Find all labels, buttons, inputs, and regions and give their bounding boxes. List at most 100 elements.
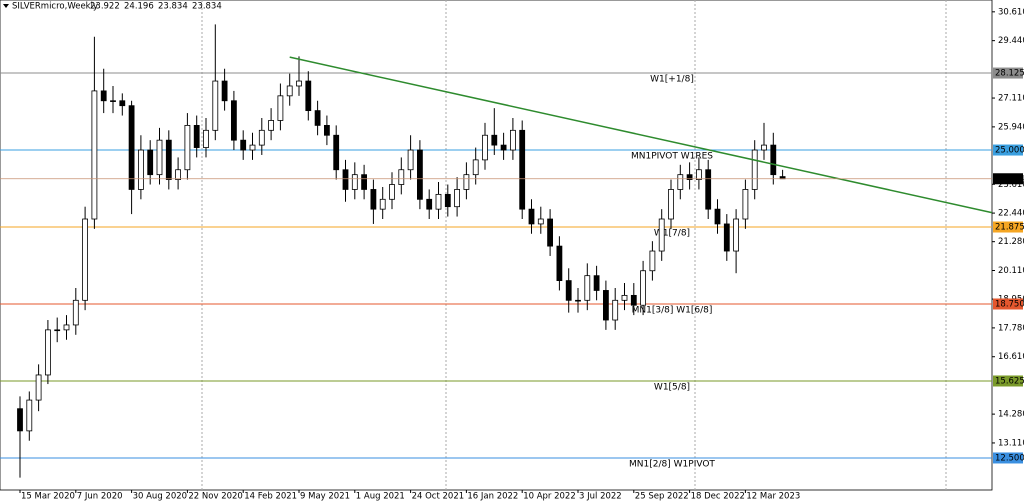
candle-body (584, 275, 591, 301)
level-label: W1[+1/8] (650, 75, 694, 85)
candle-body (258, 129, 265, 146)
candle-body (342, 169, 349, 190)
candle-body (649, 250, 656, 272)
candle-body (454, 189, 461, 208)
price-label-bg (993, 221, 1023, 233)
candle-body (147, 149, 154, 176)
x-tick-label: 24 Oct 2021 (412, 492, 465, 501)
trendline (289, 56, 993, 214)
period-separators (201, 0, 947, 490)
candle-body (361, 174, 368, 190)
x-tick-label: 25 Sep 2022 (635, 492, 689, 501)
candle-body (119, 100, 126, 107)
candle-body (751, 149, 758, 190)
candle-body (91, 90, 98, 220)
x-tick-label: 15 Mar 2020 (21, 492, 75, 501)
candle-body (742, 189, 749, 220)
candle-body (72, 299, 79, 326)
x-tick-label: 30 Aug 2020 (133, 492, 187, 501)
candle-body (35, 374, 42, 401)
candle-body (296, 80, 302, 87)
y-tick-label: 25.940 (998, 122, 1024, 132)
candle-body (630, 294, 637, 306)
candle-body (370, 189, 377, 210)
candle-body (500, 144, 507, 151)
x-tick-label: 7 Jun 2020 (77, 492, 123, 501)
candle-body (770, 144, 777, 176)
header-ohlc: 23.922 (90, 2, 120, 12)
candle-body (696, 169, 702, 180)
candle-body (314, 110, 321, 126)
y-tick-label: 23.610 (998, 180, 1024, 190)
candle-body (528, 208, 535, 225)
candle-body (323, 124, 330, 136)
candle-body (110, 100, 116, 102)
candle-body (156, 139, 163, 176)
candle-body (137, 149, 144, 190)
candle-body (668, 189, 674, 220)
price-label: 25.000 (995, 146, 1024, 156)
level-label: W1[5/8] (654, 382, 690, 392)
price-label: 28.125 (995, 69, 1024, 79)
candle-body (565, 280, 572, 301)
x-tick-label: 9 May 2021 (300, 492, 350, 501)
candle-body (761, 144, 767, 151)
header-ohlc: 23.834 (158, 2, 188, 12)
last-price-label: 23.834 (995, 174, 1024, 184)
candle-body (221, 80, 228, 102)
candle-body (54, 329, 61, 332)
candle-body (175, 169, 182, 180)
price-label-bg (993, 298, 1023, 310)
candle-body (491, 134, 498, 146)
candle-body (17, 408, 23, 432)
candle-body (593, 275, 600, 291)
y-tick-label: 13.110 (998, 438, 1024, 448)
y-tick-label: 16.610 (998, 352, 1024, 362)
candle-body (351, 174, 358, 190)
y-tick-label: 14.280 (998, 410, 1024, 420)
candles (17, 24, 786, 478)
candle-body (165, 139, 172, 180)
candle-body (556, 245, 563, 281)
y-tick-label: 27.110 (998, 94, 1024, 104)
x-tick-label: 18 Dec 2022 (691, 492, 745, 501)
level-label: W1[7/8] (654, 229, 690, 239)
candle-body (249, 144, 256, 151)
candle-body (128, 105, 135, 190)
candle-body (723, 223, 730, 252)
last-price-bg (993, 173, 1023, 185)
menu-arrow[interactable] (3, 4, 9, 8)
candle-body (203, 129, 209, 148)
y-tick-label: 17.780 (998, 323, 1024, 333)
candle-body (482, 134, 488, 161)
x-tick-label: 14 Feb 2021 (244, 492, 297, 501)
header-ohlc: 23.834 (192, 2, 222, 12)
candle-body (519, 129, 526, 210)
candle-body (714, 208, 721, 225)
price-label-bg (993, 452, 1023, 464)
candle-body (612, 299, 619, 321)
y-tick-label: 29.440 (998, 36, 1024, 46)
candle-body (640, 270, 646, 306)
candle-body (426, 198, 433, 210)
candle-body (389, 184, 395, 200)
level-label: MN1[2/8] W1PIVOT (629, 459, 715, 469)
x-tick-label: 10 Apr 2022 (523, 492, 576, 501)
price-label: 15.625 (995, 376, 1024, 386)
candle-body (193, 124, 200, 148)
price-label: 21.875 (995, 223, 1024, 233)
candle-body (472, 159, 479, 176)
price-label-bg (993, 375, 1023, 387)
candle-body (547, 218, 553, 247)
candle-body (63, 324, 70, 331)
candle-body (658, 218, 665, 252)
candle-body (509, 129, 516, 151)
level-label: MN1PIVOT W1RES (631, 152, 713, 162)
candle-body (333, 134, 340, 171)
y-tick-label: 30.610 (998, 7, 1024, 17)
candle-body (621, 294, 628, 301)
candle-body (82, 218, 88, 301)
chart-title: SILVERmicro,Weekly (12, 2, 98, 12)
candle-body (398, 169, 405, 185)
